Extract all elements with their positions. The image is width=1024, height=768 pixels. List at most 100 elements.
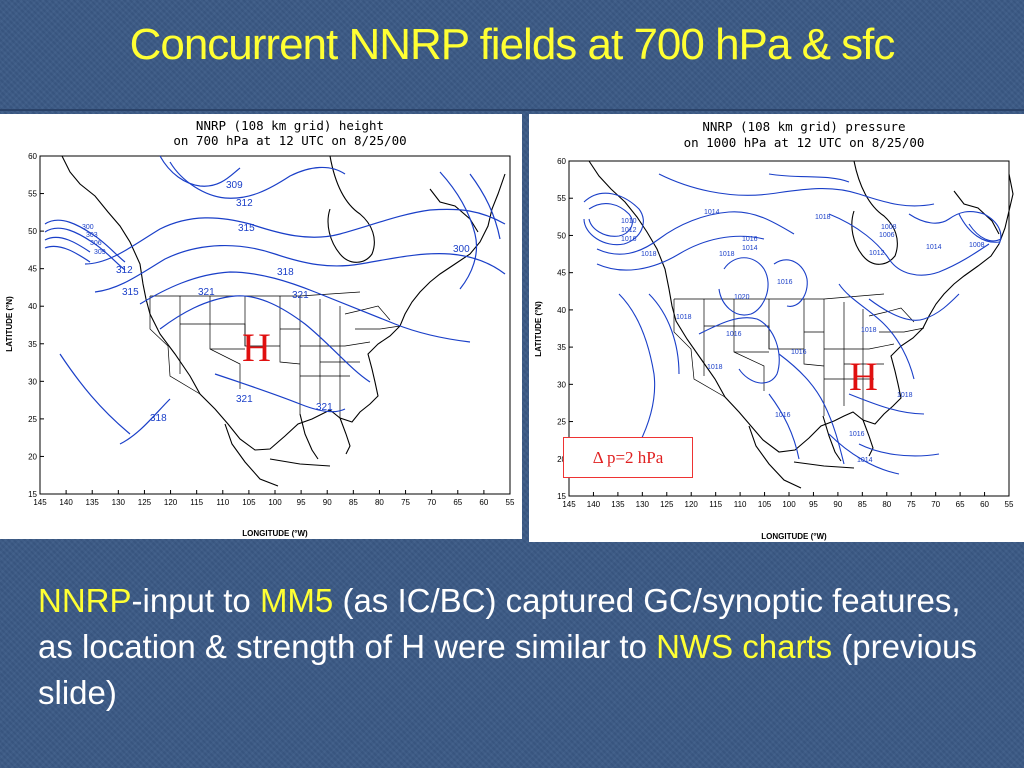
x-tick-label: 125 <box>660 500 674 509</box>
contour-label: 1020 <box>734 294 750 301</box>
x-tick-label: 95 <box>809 500 818 509</box>
x-tick-label: 90 <box>323 498 332 507</box>
contour-label: 318 <box>277 267 294 278</box>
contour-label: 312 <box>116 265 133 276</box>
y-tick-label: 30 <box>557 380 566 389</box>
contour-label: 315 <box>238 223 255 234</box>
contour-label: 1016 <box>791 349 807 356</box>
x-tick-label: 60 <box>980 500 989 509</box>
x-tick-label: 140 <box>587 500 601 509</box>
contour-label: 1018 <box>641 251 657 258</box>
contour-label: 1012 <box>621 227 637 234</box>
body-segment: (previous slide) <box>38 628 978 711</box>
contour-label: 321 <box>236 394 253 405</box>
body-segment: -input to <box>131 582 260 619</box>
x-tick-label: 135 <box>86 498 100 507</box>
left-map-ticks: 145 140 135 130 125 120 115 110 105 100 95 90 85 80 75… <box>28 152 515 507</box>
right-map-title-2: on 1000 hPa at 12 UTC on 8/25/00 <box>684 135 925 150</box>
y-tick-label: 15 <box>557 492 566 501</box>
x-tick-label: 115 <box>190 498 203 507</box>
x-tick-label: 70 <box>931 500 940 509</box>
contour-label: 1014 <box>742 245 758 252</box>
contour-label: 1018 <box>719 251 735 258</box>
contour-label: 1008 <box>969 242 985 249</box>
slide-title: Concurrent NNRP fields at 700 hPa & sfc <box>129 20 896 69</box>
x-tick-label: 145 <box>33 498 47 507</box>
left-map-title-1: NNRP (108 km grid) height <box>196 118 384 133</box>
contour-label: 303 <box>86 232 98 239</box>
contour-label: 1016 <box>726 331 742 338</box>
right-map-panel: NNRP (108 km grid) pressure on 1000 hPa … <box>529 114 1024 542</box>
y-tick-label: 55 <box>28 190 37 199</box>
x-tick-label: 80 <box>882 500 891 509</box>
title-divider <box>0 109 1024 111</box>
x-tick-label: 130 <box>636 500 650 509</box>
y-tick-label: 40 <box>28 302 37 311</box>
left-map-frame <box>39 155 511 495</box>
x-tick-label: 105 <box>758 500 772 509</box>
x-tick-label: 75 <box>907 500 916 509</box>
body-segment: (as IC/BC) captured GC/synoptic features… <box>38 582 961 665</box>
x-tick-label: 135 <box>611 500 625 509</box>
contour-label: 306 <box>90 240 102 247</box>
x-tick-label: 85 <box>349 498 358 507</box>
contour-label: 1014 <box>926 244 942 251</box>
contour-label: 1016 <box>742 236 758 243</box>
right-map-ylabel: LATITUDE (°N) <box>534 301 543 357</box>
x-tick-label: 85 <box>858 500 867 509</box>
x-tick-label: 90 <box>833 500 842 509</box>
left-map-title-2: on 700 hPa at 12 UTC on 8/25/00 <box>173 133 406 148</box>
contour-label: 1014 <box>857 457 873 464</box>
x-tick-label: 115 <box>709 500 722 509</box>
y-tick-label: 20 <box>557 455 566 464</box>
x-tick-label: 120 <box>164 498 178 507</box>
y-tick-label: 40 <box>557 306 566 315</box>
left-map-contour-labels: 309 312 315 300 303 306 309 312 315 318 … <box>82 180 470 424</box>
x-tick-label: 65 <box>453 498 462 507</box>
contour-label: 312 <box>236 198 253 209</box>
x-tick-label: 125 <box>138 498 152 507</box>
x-tick-label: 140 <box>59 498 73 507</box>
contour-label: 1018 <box>897 392 913 399</box>
left-map-borders <box>149 291 401 418</box>
contour-label: 1010 <box>621 218 637 225</box>
y-tick-label: 25 <box>557 418 566 427</box>
x-tick-label: 55 <box>1005 500 1014 509</box>
right-map-contours <box>583 173 1002 475</box>
contour-label: 1006 <box>879 232 895 239</box>
mm5-highlight: MM5 <box>259 582 334 619</box>
y-tick-label: 25 <box>28 415 37 424</box>
y-tick-label: 20 <box>28 452 37 461</box>
contour-label: 1016 <box>621 236 637 243</box>
x-tick-label: 95 <box>297 498 306 507</box>
contour-label: 309 <box>226 180 243 191</box>
contour-label: 1018 <box>707 364 723 371</box>
left-map-xlabel: LONGITUDE (°W) <box>242 529 308 538</box>
x-tick-label: 75 <box>401 498 410 507</box>
contour-label: 1016 <box>777 279 793 286</box>
nnrp-highlight: NNRP <box>38 582 132 619</box>
contour-label: 1018 <box>861 327 877 334</box>
x-tick-label: 100 <box>782 500 796 509</box>
height-700hpa-map: NNRP (108 km grid) height on 700 hPa at … <box>5 118 515 538</box>
right-map-coastlines <box>588 160 1014 489</box>
x-tick-label: 110 <box>216 498 229 507</box>
y-tick-label: 45 <box>28 265 37 274</box>
y-tick-label: 35 <box>28 340 37 349</box>
contour-label: 1018 <box>815 214 831 221</box>
left-map-contours <box>44 155 506 445</box>
contour-label: 1008 <box>881 224 897 231</box>
contour-label: 321 <box>316 402 333 413</box>
contour-label: 318 <box>150 413 167 424</box>
left-map-panel: NNRP (108 km grid) height on 700 hPa at … <box>0 114 522 539</box>
x-tick-label: 130 <box>112 498 126 507</box>
y-tick-label: 15 <box>28 490 37 499</box>
right-map-borders <box>673 293 925 420</box>
x-tick-label: 60 <box>479 498 488 507</box>
contour-label: 1018 <box>676 314 692 321</box>
contour-label: 321 <box>198 287 215 298</box>
x-tick-label: 120 <box>685 500 699 509</box>
x-tick-label: 100 <box>268 498 282 507</box>
x-tick-label: 145 <box>562 500 576 509</box>
contour-label: 300 <box>453 244 470 255</box>
